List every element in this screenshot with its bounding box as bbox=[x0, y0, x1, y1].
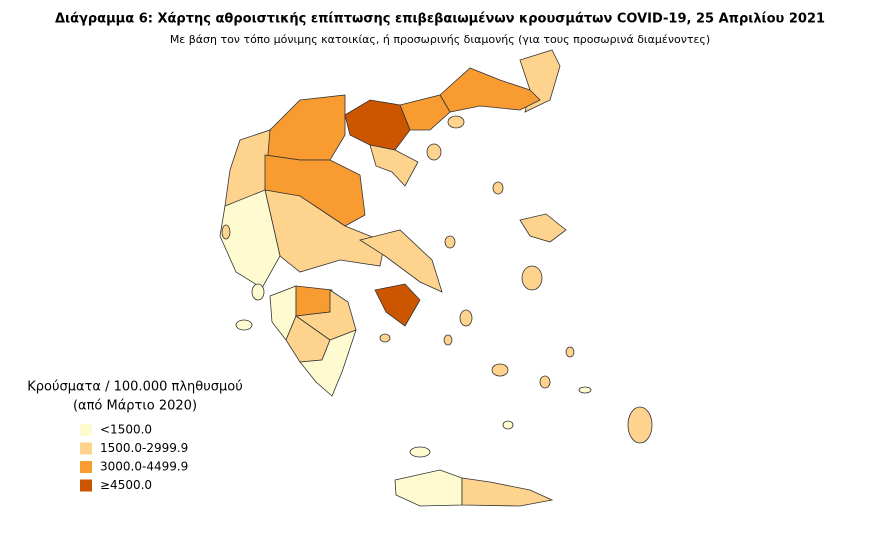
region bbox=[295, 285, 333, 317]
region bbox=[394, 469, 463, 507]
legend-swatch bbox=[80, 479, 92, 492]
island bbox=[447, 115, 465, 129]
island bbox=[565, 346, 575, 358]
island bbox=[409, 446, 431, 458]
legend-swatch bbox=[80, 442, 92, 455]
island bbox=[379, 333, 391, 343]
island bbox=[578, 386, 592, 394]
legend-label: <1500.0 bbox=[100, 423, 152, 437]
region bbox=[264, 189, 386, 273]
region bbox=[374, 283, 421, 327]
island bbox=[492, 181, 504, 195]
island bbox=[426, 143, 442, 161]
legend-label: 1500.0-2999.9 bbox=[100, 441, 188, 455]
legend-swatch bbox=[80, 461, 92, 473]
map bbox=[219, 49, 653, 507]
island bbox=[221, 224, 231, 240]
legend-title: Κρούσματα / 100.000 πληθυσμού bbox=[27, 380, 242, 395]
legend-subtitle: (από Μάρτιο 2020) bbox=[73, 399, 197, 414]
legend-label: 3000.0-4499.9 bbox=[100, 460, 188, 474]
island bbox=[627, 406, 653, 444]
legend-swatch bbox=[80, 424, 92, 436]
island bbox=[521, 265, 543, 291]
legend-label: ≥4500.0 bbox=[100, 478, 152, 492]
region bbox=[461, 477, 554, 507]
region bbox=[359, 229, 443, 293]
island bbox=[502, 420, 514, 430]
island bbox=[444, 235, 456, 249]
island bbox=[539, 375, 551, 389]
region bbox=[299, 329, 357, 397]
island bbox=[235, 319, 253, 331]
legend: <1500.0 1500.0-2999.9 3000.0-4499.9 ≥4500.0 bbox=[80, 423, 188, 492]
region bbox=[369, 144, 419, 187]
title: Διάγραμμα 6: Χάρτης αθροιστικής επίπτωση… bbox=[55, 12, 825, 27]
subtitle: Με βάση τον τόπο μόνιμης κατοικίας, ή πρ… bbox=[170, 33, 710, 46]
island bbox=[459, 309, 473, 327]
island bbox=[519, 213, 567, 243]
region bbox=[439, 67, 541, 113]
island bbox=[491, 363, 509, 377]
island bbox=[443, 334, 453, 346]
region bbox=[344, 99, 411, 151]
region bbox=[264, 94, 346, 161]
island bbox=[251, 283, 265, 301]
